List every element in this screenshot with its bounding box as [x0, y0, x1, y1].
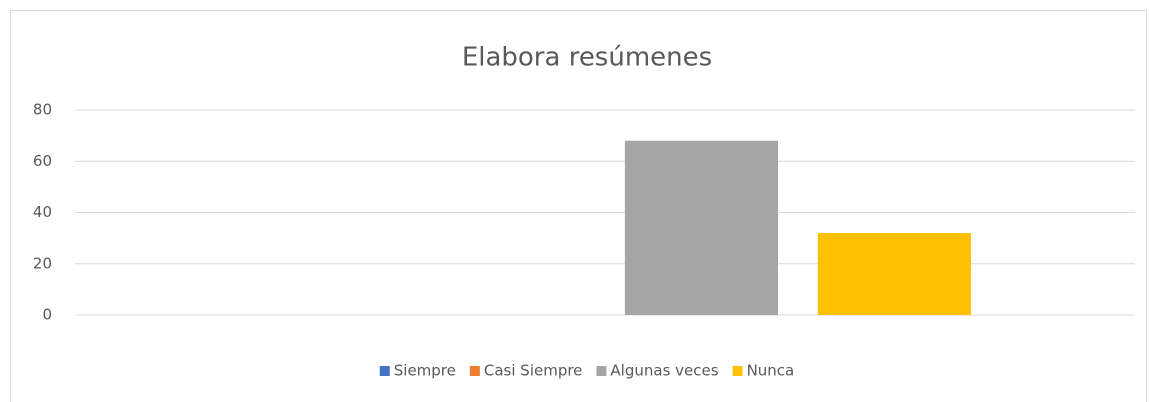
legend-swatch: [379, 366, 390, 376]
y-tick-label: 40: [33, 203, 52, 221]
legend-swatch: [469, 366, 480, 376]
chart-title: Elabora resúmenes: [462, 43, 712, 73]
legend-swatch: [596, 366, 607, 376]
bar: [624, 140, 779, 315]
legend-label: Siempre: [394, 362, 456, 380]
y-tick-label: 0: [42, 306, 52, 324]
y-tick-label: 20: [33, 254, 52, 272]
y-tick-label: 60: [33, 152, 52, 170]
legend-label: Nunca: [747, 362, 795, 380]
legend-swatch: [732, 366, 743, 376]
chart-border: [10, 10, 1147, 402]
bar: [817, 233, 971, 315]
y-tick-label: 80: [33, 101, 52, 119]
legend-label: Casi Siempre: [484, 362, 583, 380]
legend-label: Algunas veces: [610, 362, 718, 380]
